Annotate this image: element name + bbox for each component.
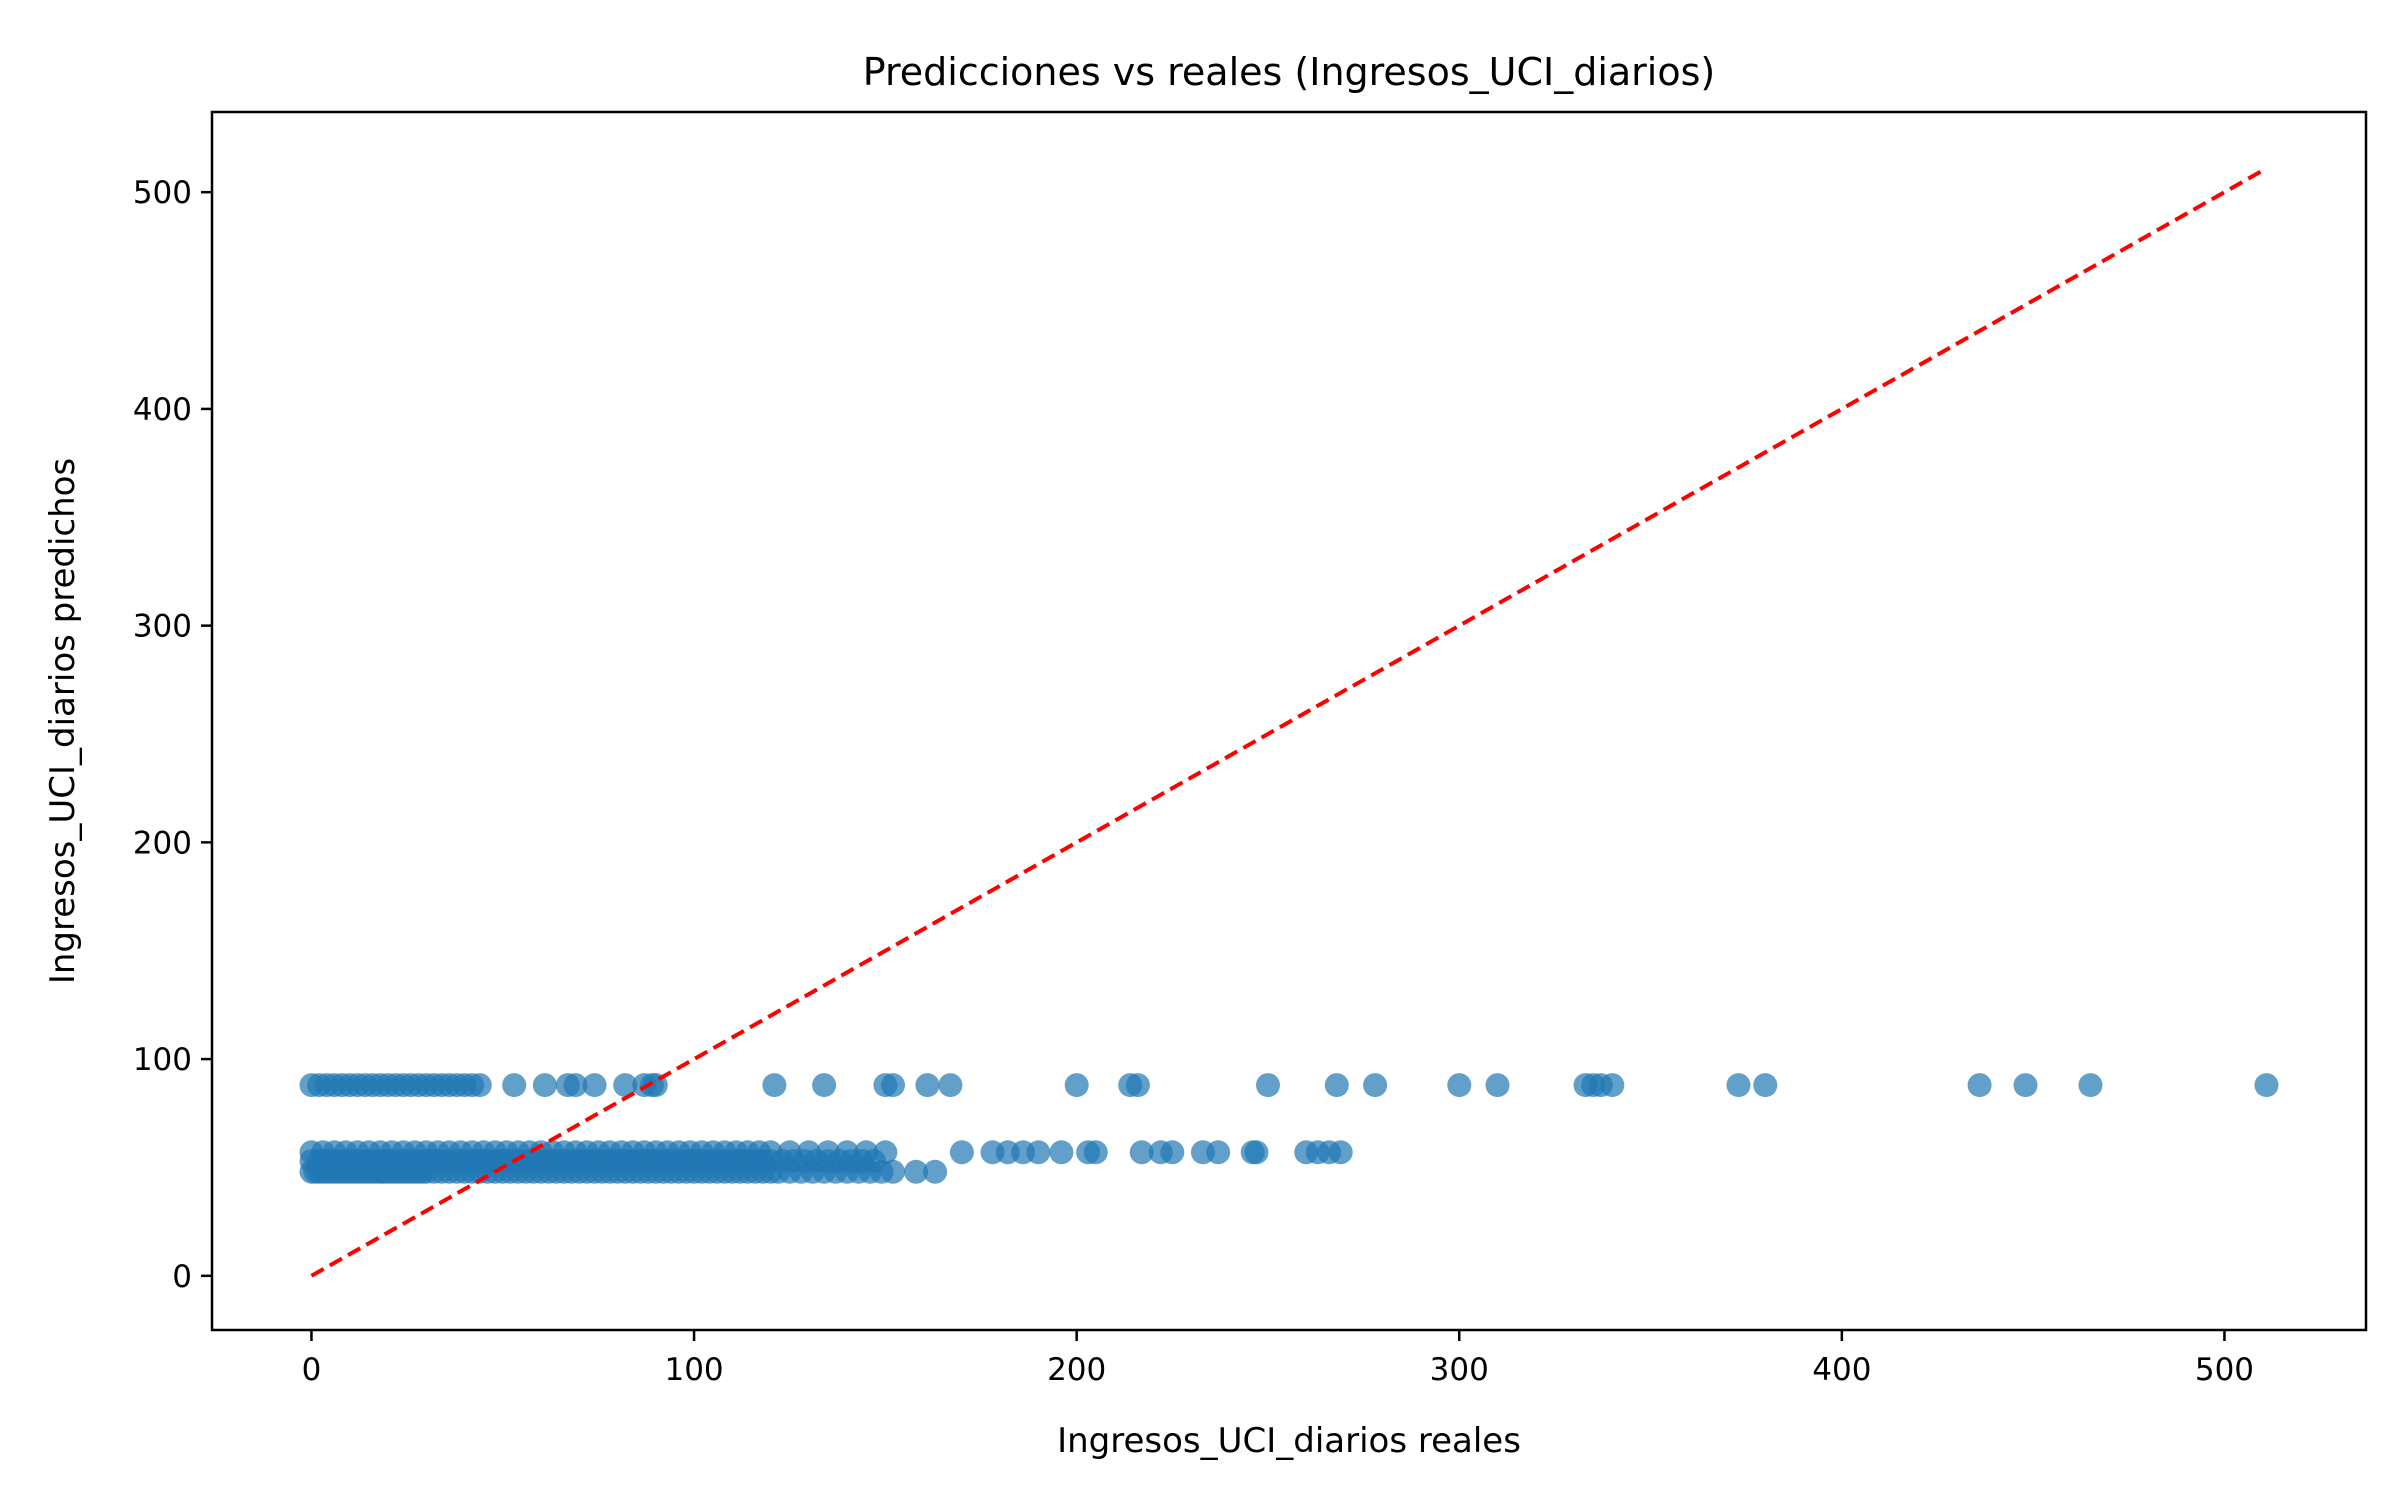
data-point bbox=[532, 1073, 557, 1098]
reference-line bbox=[310, 166, 2268, 1278]
data-point bbox=[1206, 1140, 1231, 1165]
data-point bbox=[923, 1159, 948, 1184]
x-tick-label: 100 bbox=[664, 1352, 723, 1388]
data-point bbox=[1256, 1073, 1280, 1098]
y-tick-label: 0 bbox=[172, 1259, 192, 1295]
data-point bbox=[467, 1073, 492, 1098]
x-tick-label: 400 bbox=[1812, 1352, 1871, 1388]
data-point bbox=[873, 1140, 898, 1165]
data-point bbox=[582, 1073, 607, 1098]
y-tick-label: 400 bbox=[133, 392, 192, 428]
x-tick-label: 200 bbox=[1047, 1352, 1106, 1388]
data-point bbox=[502, 1073, 527, 1098]
data-point bbox=[2013, 1073, 2038, 1098]
y-tick-label: 300 bbox=[133, 609, 192, 645]
data-point bbox=[1485, 1073, 1510, 1098]
data-point bbox=[1049, 1140, 1074, 1165]
data-point bbox=[816, 1140, 840, 1165]
data-point bbox=[949, 1140, 974, 1165]
data-point bbox=[812, 1073, 837, 1098]
data-point bbox=[1726, 1073, 1751, 1098]
chart-title: Predicciones vs reales (Ingresos_UCI_dia… bbox=[863, 50, 1715, 94]
data-point bbox=[1125, 1073, 1150, 1098]
x-tick-label: 300 bbox=[1430, 1352, 1489, 1388]
data-point bbox=[1026, 1140, 1051, 1165]
x-tick-label: 0 bbox=[302, 1352, 322, 1388]
plot-frame bbox=[210, 110, 2368, 1332]
data-point bbox=[1328, 1140, 1353, 1165]
y-axis-ticks: 0 100 200 300 400 500 bbox=[133, 175, 212, 1295]
data-point bbox=[613, 1073, 638, 1098]
data-point bbox=[1244, 1140, 1269, 1165]
data-point bbox=[1083, 1140, 1108, 1165]
data-point bbox=[563, 1073, 588, 1098]
data-point bbox=[854, 1140, 879, 1165]
x-tick-label: 500 bbox=[2195, 1352, 2254, 1388]
y-tick-label: 100 bbox=[133, 1042, 192, 1078]
reference-line-layer bbox=[310, 166, 2268, 1278]
data-point bbox=[881, 1073, 905, 1098]
y-tick-label: 500 bbox=[133, 175, 192, 211]
data-point bbox=[2254, 1073, 2279, 1098]
y-axis-label: Ingresos_UCI_diarios predichos bbox=[43, 458, 83, 984]
data-point bbox=[1363, 1073, 1388, 1098]
points-layer bbox=[299, 1073, 2279, 1184]
data-point bbox=[796, 1140, 821, 1165]
data-point bbox=[1129, 1140, 1154, 1165]
data-point bbox=[881, 1159, 905, 1184]
data-point bbox=[904, 1159, 928, 1184]
data-point bbox=[1064, 1073, 1089, 1098]
data-point bbox=[1967, 1073, 1992, 1098]
data-point bbox=[915, 1073, 940, 1098]
data-point bbox=[1447, 1073, 1472, 1098]
data-point bbox=[758, 1140, 783, 1165]
data-point bbox=[1600, 1073, 1625, 1098]
data-point bbox=[835, 1140, 860, 1165]
data-point bbox=[762, 1073, 787, 1098]
data-point bbox=[2078, 1073, 2103, 1098]
data-point bbox=[777, 1140, 802, 1165]
data-point bbox=[938, 1073, 963, 1098]
y-tick-label: 200 bbox=[133, 825, 192, 861]
x-axis-ticks: 0 100 200 300 400 500 bbox=[302, 1330, 2254, 1388]
data-point bbox=[1324, 1073, 1349, 1098]
data-point bbox=[1160, 1140, 1185, 1165]
x-axis-label: Ingresos_UCI_diarios reales bbox=[1057, 1421, 1521, 1461]
data-point bbox=[1753, 1073, 1778, 1098]
